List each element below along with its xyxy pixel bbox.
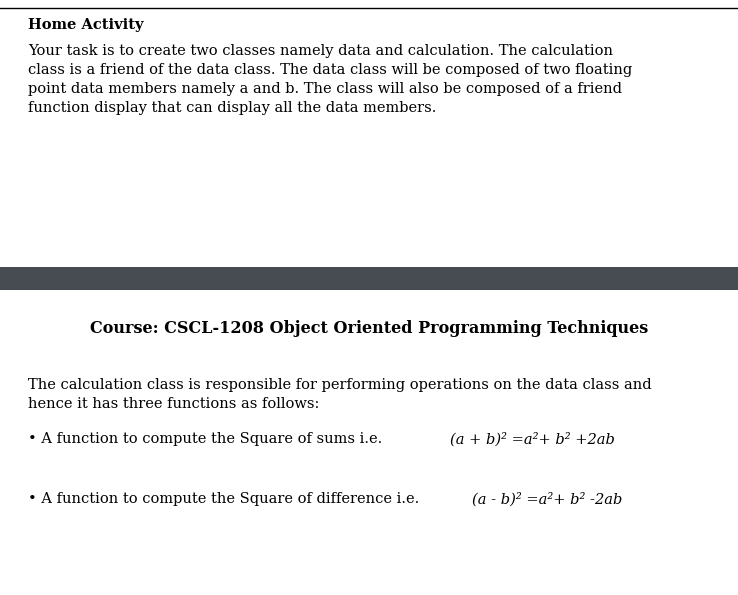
Text: point data members namely a and b. The class will also be composed of a friend: point data members namely a and b. The c… (28, 82, 622, 96)
Text: function display that can display all the data members.: function display that can display all th… (28, 101, 436, 115)
Text: The calculation class is responsible for performing operations on the data class: The calculation class is responsible for… (28, 378, 652, 392)
Text: • A function to compute the Square of difference i.e.: • A function to compute the Square of di… (28, 492, 424, 506)
Text: • A function to compute the Square of sums i.e.: • A function to compute the Square of su… (28, 432, 387, 446)
Bar (0, 267, 738, 290)
Text: Your task is to create two classes namely data and calculation. The calculation: Your task is to create two classes namel… (28, 44, 613, 58)
Text: (a - b)² =a²+ b² -2ab: (a - b)² =a²+ b² -2ab (472, 492, 622, 506)
Text: Home Activity: Home Activity (28, 18, 143, 32)
Text: (a + b)² =a²+ b² +2ab: (a + b)² =a²+ b² +2ab (450, 432, 615, 446)
Text: hence it has three functions as follows:: hence it has three functions as follows: (28, 397, 320, 411)
Text: Course: CSCL-1208 Object Oriented Programming Techniques: Course: CSCL-1208 Object Oriented Progra… (90, 320, 648, 337)
Text: class is a friend of the data class. The data class will be composed of two floa: class is a friend of the data class. The… (28, 63, 632, 77)
